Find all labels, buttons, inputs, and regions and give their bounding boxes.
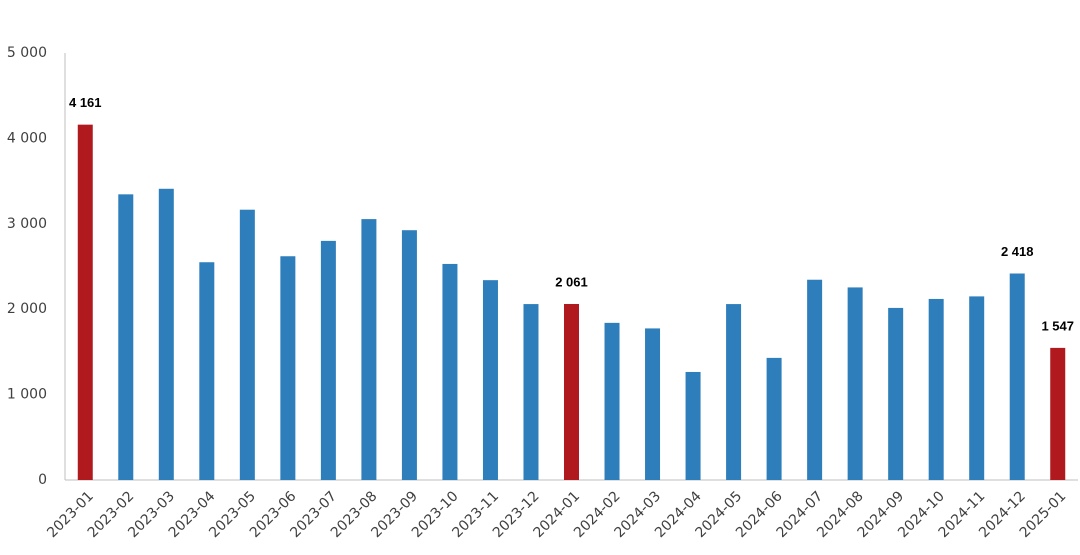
- bar: [401, 230, 417, 480]
- bar: [685, 371, 701, 480]
- y-tick-label: 2 000: [7, 301, 47, 317]
- value-label: 2 061: [555, 274, 588, 289]
- bar: [77, 124, 93, 480]
- bar: [766, 357, 782, 480]
- bar: [523, 304, 539, 480]
- bar: [807, 279, 823, 480]
- y-tick-label: 0: [38, 472, 47, 488]
- bar: [239, 209, 255, 481]
- bar: [645, 328, 661, 480]
- bar: [320, 240, 336, 480]
- value-label: 2 418: [1001, 244, 1034, 259]
- bar: [482, 280, 498, 480]
- bar: [604, 322, 620, 480]
- bar: [969, 296, 985, 480]
- bar: [847, 287, 863, 480]
- bar: [442, 263, 458, 480]
- bar: [199, 262, 215, 480]
- y-tick-label: 4 000: [7, 130, 47, 146]
- bar: [888, 307, 904, 480]
- bar: [158, 188, 174, 480]
- bar: [280, 256, 296, 480]
- bar: [726, 304, 742, 480]
- y-tick-label: 5 000: [7, 45, 47, 61]
- bar: [564, 303, 579, 480]
- bar: [361, 219, 377, 480]
- value-label: 4 161: [69, 95, 102, 110]
- value-label: 1 547: [1041, 318, 1074, 333]
- y-tick-label: 3 000: [7, 216, 47, 232]
- bar: [928, 298, 944, 480]
- bar: [1050, 347, 1066, 480]
- bar: [118, 194, 134, 480]
- y-tick-label: 1 000: [7, 387, 47, 403]
- bar: [1009, 273, 1025, 480]
